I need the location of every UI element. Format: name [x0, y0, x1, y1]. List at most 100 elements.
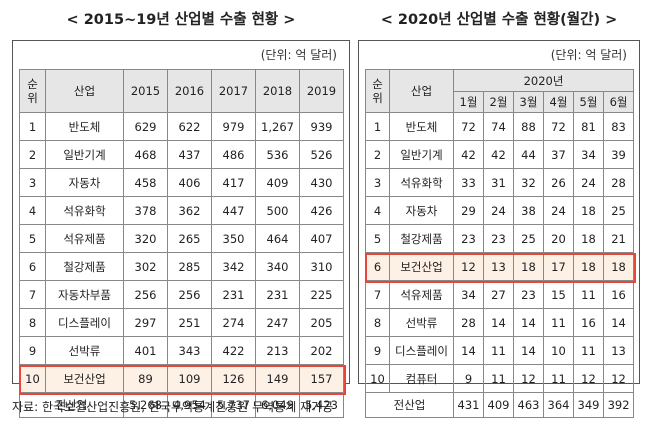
- value-cell: 25: [602, 196, 635, 225]
- rank-cell: 5: [365, 224, 390, 253]
- value-cell: 44: [513, 140, 544, 169]
- value-cell: 409: [255, 168, 300, 197]
- value-cell: 14: [602, 308, 635, 337]
- value-cell: 406: [167, 168, 212, 197]
- industry-cell: 석유제품: [389, 280, 454, 309]
- value-cell: 14: [453, 336, 484, 365]
- value-cell: 629: [123, 112, 168, 141]
- value-cell: 126: [211, 364, 256, 393]
- monthly-unit-label: (단위: 억 달러): [550, 48, 627, 62]
- value-cell: 39: [602, 140, 635, 169]
- rank-cell: 5: [19, 224, 46, 253]
- table-row: 8 선박류 28 14 14 11 16 14: [365, 308, 635, 337]
- value-cell: 536: [255, 140, 300, 169]
- table-row: 4 자동차 29 24 38 24 18 25: [365, 196, 635, 225]
- rank-cell: 3: [19, 168, 46, 197]
- rank-cell: 6: [19, 252, 46, 281]
- table-row: 6 철강제품 302 285 342 340 310: [19, 252, 344, 281]
- value-cell: 231: [211, 280, 256, 309]
- header-industry: 산업: [389, 69, 454, 113]
- header-month: 3월: [513, 91, 544, 113]
- industry-cell: 자동차부품: [45, 280, 124, 309]
- value-cell: 17: [543, 252, 574, 281]
- annual-export-panel: < 2015~19년 산업별 수출 현황 > (단위: 억 달러) 순위 산업 …: [12, 0, 350, 418]
- header-year: 2016: [167, 69, 212, 113]
- value-cell: 256: [167, 280, 212, 309]
- monthly-table-title: < 2020년 산업별 수출 현황(월간) >: [380, 12, 618, 28]
- value-cell: 340: [255, 252, 300, 281]
- total-row: 전산업 5,268 4,954 5,737 6,049 5,423: [19, 392, 344, 418]
- value-cell: 23: [483, 224, 514, 253]
- annual-header-row: 순위 산업 2015 2016 2017 2018 2019: [19, 69, 344, 113]
- value-cell: 74: [483, 112, 514, 141]
- value-cell: 18: [573, 224, 604, 253]
- value-cell: 407: [299, 224, 344, 253]
- total-row: 전산업 431 409 463 364 349 392: [365, 392, 635, 418]
- industry-cell: 석유제품: [45, 224, 124, 253]
- total-value-cell: 349: [573, 392, 604, 418]
- table-row: 6 보건산업 12 13 18 17 18 18: [365, 252, 635, 281]
- value-cell: 437: [167, 140, 212, 169]
- header-rank: 순위: [365, 69, 390, 113]
- rank-cell: 4: [365, 196, 390, 225]
- value-cell: 486: [211, 140, 256, 169]
- value-cell: 350: [211, 224, 256, 253]
- industry-cell: 일반기계: [45, 140, 124, 169]
- total-value-cell: 364: [543, 392, 574, 418]
- header-year: 2015: [123, 69, 168, 113]
- value-cell: 526: [299, 140, 344, 169]
- industry-cell: 일반기계: [389, 140, 454, 169]
- value-cell: 320: [123, 224, 168, 253]
- value-cell: 24: [483, 196, 514, 225]
- value-cell: 38: [513, 196, 544, 225]
- value-cell: 88: [513, 112, 544, 141]
- value-cell: 417: [211, 168, 256, 197]
- monthly-table-frame: (단위: 억 달러) 순위 산업 2020년 1월 2월 3월 4월 5월 6: [358, 40, 640, 418]
- annual-table-title: < 2015~19년 산업별 수출 현황 >: [66, 12, 296, 28]
- industry-cell: 철강제품: [45, 252, 124, 281]
- value-cell: 24: [543, 196, 574, 225]
- total-value-cell: 409: [483, 392, 514, 418]
- total-label: 전산업: [365, 392, 454, 418]
- value-cell: 16: [602, 280, 635, 309]
- industry-cell: 자동차: [45, 168, 124, 197]
- industry-cell: 디스플레이: [45, 308, 124, 337]
- value-cell: 23: [453, 224, 484, 253]
- table-row: 1 반도체 629 622 979 1,267 939: [19, 112, 344, 141]
- table-row: 10 보건산업 89 109 126 149 157: [19, 364, 344, 393]
- value-cell: 11: [483, 364, 514, 393]
- total-value-cell: 463: [513, 392, 544, 418]
- value-cell: 447: [211, 196, 256, 225]
- value-cell: 343: [167, 336, 212, 365]
- value-cell: 32: [513, 168, 544, 197]
- value-cell: 247: [255, 308, 300, 337]
- rank-cell: 9: [19, 336, 46, 365]
- industry-cell: 석유화학: [389, 168, 454, 197]
- source-note: 자료: 한국보건산업진흥원, 한국무역통계진흥원 무역통계 재가공: [12, 400, 334, 414]
- table-row: 9 디스플레이 14 11 14 10 11 13: [365, 336, 635, 365]
- header-year: 2019: [299, 69, 344, 113]
- value-cell: 28: [453, 308, 484, 337]
- value-cell: 12: [453, 252, 484, 281]
- value-cell: 225: [299, 280, 344, 309]
- value-cell: 430: [299, 168, 344, 197]
- industry-cell: 반도체: [45, 112, 124, 141]
- monthly-header-row-months: 1월 2월 3월 4월 5월 6월: [366, 91, 635, 113]
- value-cell: 29: [453, 196, 484, 225]
- industry-cell: 석유화학: [45, 196, 124, 225]
- industry-cell: 보건산업: [45, 364, 124, 393]
- table-row: 7 자동차부품 256 256 231 231 225: [19, 280, 344, 309]
- industry-cell: 자동차: [389, 196, 454, 225]
- rank-cell: 3: [365, 168, 390, 197]
- value-cell: 256: [123, 280, 168, 309]
- value-cell: 310: [299, 252, 344, 281]
- value-cell: 72: [453, 112, 484, 141]
- value-cell: 11: [483, 336, 514, 365]
- rank-cell: 1: [19, 112, 46, 141]
- rank-cell: 2: [19, 140, 46, 169]
- value-cell: 378: [123, 196, 168, 225]
- value-cell: 458: [123, 168, 168, 197]
- table-row: 3 석유화학 33 31 32 26 24 28: [365, 168, 635, 197]
- value-cell: 15: [543, 280, 574, 309]
- value-cell: 18: [513, 252, 544, 281]
